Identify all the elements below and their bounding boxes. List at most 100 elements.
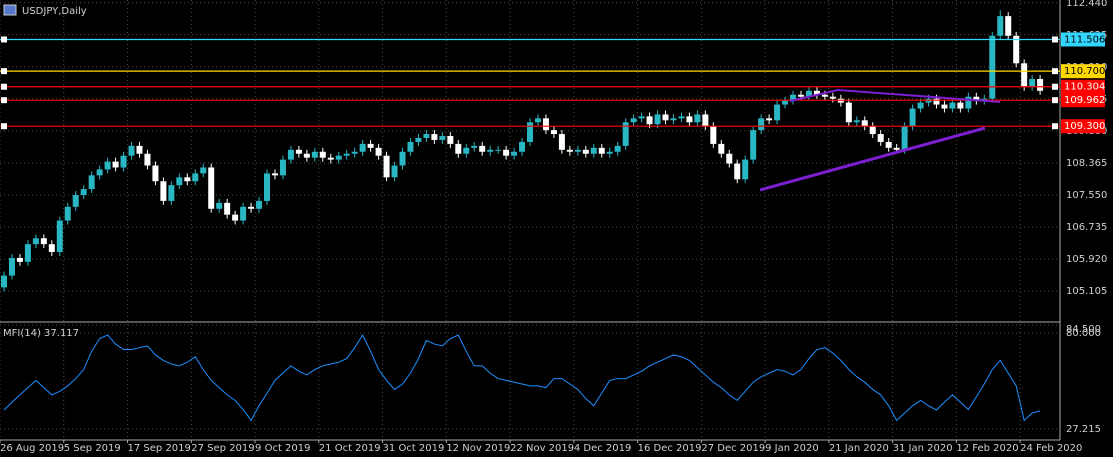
x-tick-label: 27 Sep 2019 [191, 443, 254, 454]
candle-body [638, 116, 645, 119]
candle-body [24, 244, 31, 262]
y-tick-label: 108.365 [1066, 158, 1107, 169]
x-tick-label: 31 Jan 2020 [893, 443, 953, 454]
candle-body [176, 177, 183, 186]
x-tick-label: 17 Sep 2019 [128, 443, 191, 454]
candle-body [790, 94, 797, 101]
candle-body [1029, 79, 1036, 87]
candle-body [750, 130, 757, 160]
candle-body [630, 118, 637, 123]
candle-body [582, 149, 589, 154]
x-tick-label: 16 Dec 2019 [638, 443, 702, 454]
candle-body [654, 114, 661, 125]
candle-body [542, 118, 549, 131]
candle-body [160, 181, 167, 201]
x-tick-label: 4 Dec 2019 [574, 443, 632, 454]
level-anchor [1, 83, 7, 90]
candle-body [574, 149, 581, 152]
candle-body [423, 134, 430, 138]
candle-body [32, 238, 39, 245]
symbol-icon [3, 4, 17, 16]
level-anchor [1052, 68, 1058, 75]
candle-body [487, 149, 494, 152]
level-anchor [1052, 83, 1058, 90]
level-anchor [1, 36, 7, 43]
candle-body [1021, 63, 1028, 87]
candle-body [1005, 16, 1012, 36]
y-tick-label: 27.215 [1066, 424, 1101, 435]
x-tick-label: 27 Dec 2019 [701, 443, 765, 454]
candle-body [973, 96, 980, 101]
candle-body [48, 244, 55, 253]
level-anchor [1, 97, 7, 104]
candle-body [120, 155, 127, 168]
candle-body [805, 90, 812, 97]
level-anchor [1, 68, 7, 75]
candle-body [88, 175, 95, 190]
candle-body [72, 195, 79, 207]
candle-body [351, 151, 358, 154]
y-tick-label: 84.500 [1066, 324, 1101, 335]
candle-body [901, 126, 908, 150]
x-tick-label: 21 Oct 2019 [319, 443, 381, 454]
candle-body [686, 116, 693, 123]
candle-body [200, 167, 207, 174]
candle-body [519, 141, 526, 152]
candle-body [566, 149, 573, 152]
level-anchor [1052, 123, 1058, 130]
candle-body [845, 102, 852, 123]
candle-body [742, 159, 749, 180]
candle-body [168, 185, 175, 201]
candle-body [367, 143, 374, 148]
level-label: 110.700 [1064, 66, 1105, 77]
candle-body [327, 157, 334, 160]
candle-body [271, 173, 278, 176]
candle-body [861, 120, 868, 127]
indicator-line [3, 333, 1041, 422]
x-tick-label: 24 Feb 2020 [1020, 443, 1082, 454]
candle-body [104, 161, 111, 170]
y-tick-label: 112.440 [1066, 0, 1107, 9]
candle-body [96, 169, 103, 176]
candle-body [766, 118, 773, 121]
candle-body [447, 136, 454, 144]
trendlines [759, 88, 1001, 192]
candle-body [80, 189, 87, 196]
candle-body [893, 147, 900, 150]
candle-body [606, 151, 613, 154]
candle-body [335, 155, 342, 160]
candle-body [598, 147, 605, 154]
candle-body [16, 257, 23, 262]
candle-body [136, 145, 143, 154]
x-tick-label: 21 Jan 2020 [829, 443, 889, 454]
chart-title: USDJPY,Daily [22, 6, 87, 17]
candle-body [1037, 79, 1044, 91]
x-tick-label: 12 Feb 2020 [956, 443, 1018, 454]
candle-body [734, 163, 741, 180]
candle-body [957, 102, 964, 109]
candle-body [208, 167, 215, 209]
candle-body [112, 161, 119, 168]
candle-body [670, 118, 677, 121]
candle-body [885, 141, 892, 148]
candle-body [511, 151, 518, 156]
level-tag [1061, 32, 1105, 47]
level-anchor [1052, 36, 1058, 43]
candle-body [798, 94, 804, 97]
level-tag [1061, 79, 1105, 94]
candle-body [718, 143, 725, 154]
x-tick-label: 9 Oct 2019 [255, 443, 310, 454]
candle-body [782, 100, 789, 105]
candle-body [232, 214, 239, 221]
candle-body [144, 153, 151, 166]
candle-body [646, 116, 653, 125]
candle-body [391, 165, 398, 178]
x-tick-label: 22 Nov 2019 [510, 443, 574, 454]
level-label: 109.962 [1064, 95, 1105, 106]
y-tick-label: 106.735 [1066, 222, 1107, 233]
candle-body [989, 35, 996, 99]
candle-body [829, 96, 836, 99]
candle-body [256, 200, 263, 209]
candle-body [949, 102, 956, 109]
